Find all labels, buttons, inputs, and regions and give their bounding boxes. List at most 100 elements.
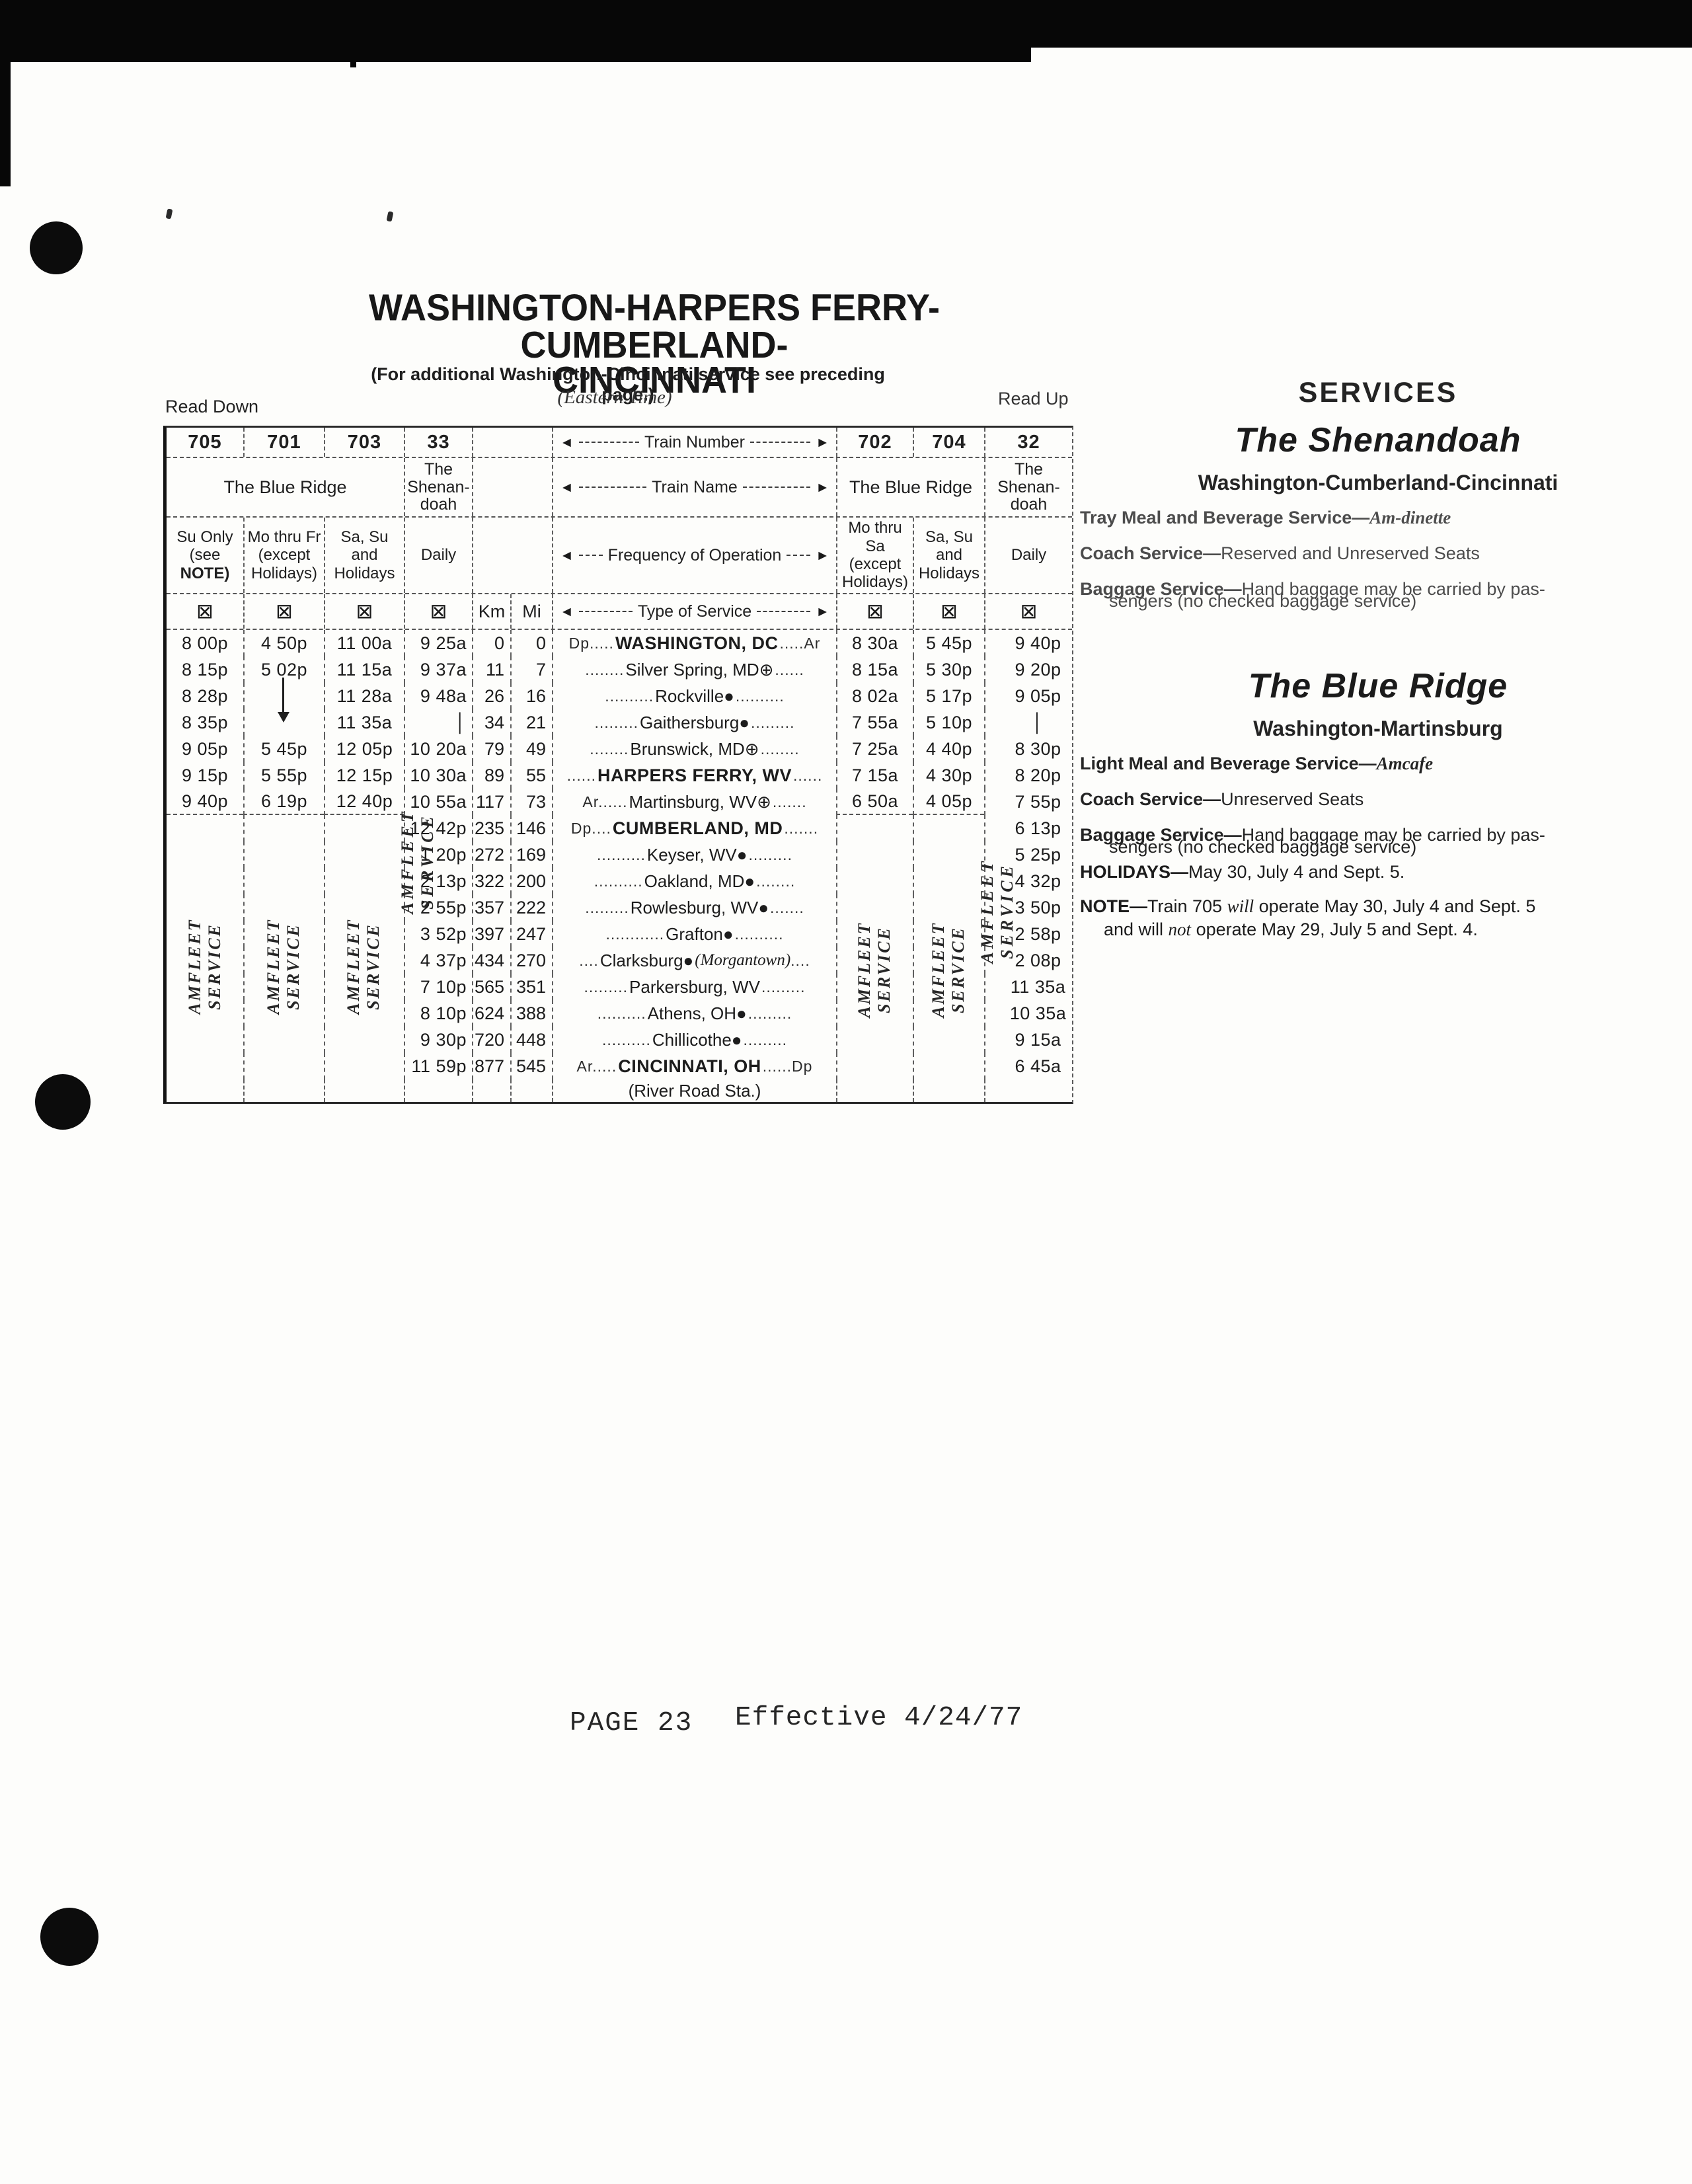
time-703 <box>324 921 404 947</box>
holidays-line: HOLIDAYS—May 30, July 4 and Sept. 5. <box>1080 862 1404 882</box>
station-leader-left: .......... <box>597 1004 646 1022</box>
tray-meal-line: Tray Meal and Beverage Service—Am-dinett… <box>1080 506 1672 529</box>
station-leader-left: ......... <box>585 898 629 916</box>
km-value: 0 <box>472 630 510 656</box>
time-705 <box>167 1053 243 1079</box>
coach-service-line: Coach Service—Reserved and Unreserved Se… <box>1080 542 1672 565</box>
station-leader-left: .......... <box>597 845 646 863</box>
time-33: 4 37p <box>404 947 472 974</box>
time-703 <box>324 868 404 894</box>
mi-value: 146 <box>510 815 552 841</box>
mi-value: 16 <box>510 683 552 709</box>
scan-edge-strip <box>0 48 11 186</box>
time-705 <box>167 1079 243 1102</box>
time-705: 9 15p <box>181 765 229 785</box>
station-cell: .... Clarksburg● (Morgantown).... <box>552 947 836 974</box>
shenandoah-title: The Shenandoah <box>1235 421 1521 459</box>
station-leader-right: .....Ar <box>779 634 821 652</box>
train-number-701: 701 <box>243 428 324 457</box>
frequency-704: Sa, Su and Holidays <box>913 518 984 593</box>
time-701 <box>243 841 324 868</box>
mi-value: 7 <box>510 656 552 683</box>
station-leader-left: .......... <box>594 872 643 890</box>
station-leader-right: ....... <box>770 898 804 916</box>
left-arrow-icon: ◄ <box>560 604 574 619</box>
time-702 <box>836 841 913 868</box>
time-701 <box>243 709 324 736</box>
read-up-label: Read Up <box>998 389 1069 409</box>
time-701: 5 45p <box>243 736 324 762</box>
time-705 <box>167 921 243 947</box>
train-name-blue-ridge-left: The Blue Ridge <box>223 477 347 497</box>
coach-service-value: Unreserved Seats <box>1221 789 1364 810</box>
time-701: 5 02p <box>243 656 324 683</box>
time-702: 6 50a <box>836 789 913 815</box>
table-row: 9 05p 5 45p 12 05p 10 20a 79 49 ........… <box>167 736 1072 762</box>
km-value: 272 <box>472 841 510 868</box>
time-703: 11 35a <box>324 709 404 736</box>
station-name: Brunswick, MD⊕ <box>630 738 759 759</box>
baggage-service-value: Hand baggage may be carried by pas- <box>1241 579 1545 600</box>
time-703 <box>324 974 404 1000</box>
time-701 <box>243 815 324 841</box>
baggage-service-value2: sengers (no checked baggage service) <box>1109 591 1417 611</box>
time-702 <box>836 1000 913 1027</box>
time-705 <box>167 947 243 974</box>
time-705 <box>167 815 243 841</box>
frequency-703: Sa, Su and Holidays <box>324 518 404 593</box>
mi-value: 21 <box>510 709 552 736</box>
punch-hole <box>35 1074 91 1130</box>
station-leader-right: .......... <box>735 687 785 705</box>
time-32: 7 55p <box>984 789 1072 815</box>
time-32: │ <box>984 709 1072 736</box>
table-row: 9 15p 5 55p 12 15p 10 30a 89 55 ...... HA… <box>167 762 1072 789</box>
service-symbol-704: ⊠ <box>913 594 984 629</box>
time-32: 8 20p <box>984 762 1072 789</box>
station-cell: Dp.... CUMBERLAND, MD....... <box>552 815 836 841</box>
time-704 <box>913 974 984 1000</box>
mi-value: 448 <box>510 1027 552 1053</box>
table-row: 11 59p 877 545 Ar..... CINCINNATI, OH....… <box>167 1053 1072 1079</box>
mi-header: Mi <box>510 594 552 629</box>
table-row: 12 42p 235 146 Dp.... CUMBERLAND, MD.....… <box>167 815 1072 841</box>
page-title-line2: CINCINNATI <box>553 359 756 401</box>
left-arrow-icon: ◄ <box>560 547 574 563</box>
timetable: 705 701 703 33 ◄ Train Number ► 702 70 4 … <box>163 426 1073 1104</box>
time-704: 4 30p <box>913 762 984 789</box>
time-33: 7 10p <box>404 974 472 1000</box>
time-32: 5 25p <box>984 841 1072 868</box>
time-704 <box>913 868 984 894</box>
time-704 <box>913 1053 984 1079</box>
header-frequency: Su Only (see NOTE) Mo thru Fr (except Ho… <box>167 518 1072 594</box>
spacer-cell <box>472 458 552 516</box>
mi-value: 247 <box>510 921 552 947</box>
time-32: 2 58p <box>984 921 1072 947</box>
time-703: 11 28a <box>324 683 404 709</box>
km-value: 397 <box>472 921 510 947</box>
time-703: 11 15a <box>324 656 404 683</box>
time-702: 8 15a <box>836 656 913 683</box>
baggage-service-line: Baggage Service—Hand baggage may be carr… <box>1080 824 1672 858</box>
station-leader-left: Ar..... <box>576 1057 617 1075</box>
frequency-arrow: ◄ Frequency of Operation ► <box>552 518 836 593</box>
time-32: 8 30p <box>984 736 1072 762</box>
service-symbol-701: ⊠ <box>243 594 324 629</box>
coach-service-value: Reserved and Unreserved Seats <box>1221 543 1480 564</box>
station-leader-right: ......... <box>761 978 806 995</box>
time-705: 8 15p <box>181 659 229 680</box>
station-cell: ...... HARPERS FERRY, WV...... <box>552 762 836 789</box>
page-title: WASHINGTON-HARPERS FERRY-CUMBERLAND- CIN… <box>284 289 1024 401</box>
train-name-label: Train Name <box>652 477 738 496</box>
station-leader-left: Dp.... <box>570 819 611 837</box>
station-cell: ........ Brunswick, MD⊕........ <box>552 736 836 762</box>
train-number-702: 702 <box>836 428 913 457</box>
station-cell: Ar...... Martinsburg, WV⊕....... <box>552 789 836 815</box>
right-arrow-icon: ► <box>816 434 829 450</box>
mi-value: 270 <box>510 947 552 974</box>
time-704 <box>913 894 984 921</box>
time-32: 9 20p <box>984 656 1072 683</box>
station-cell: ............ Grafton●.......... <box>552 921 836 947</box>
table-row: 8 00p 4 50p 11 00a 9 25a 0 0 Dp..... WASH… <box>167 630 1072 656</box>
time-701 <box>243 974 324 1000</box>
table-row: 7 10p 565 351 ......... Parkersburg, WV..… <box>167 974 1072 1000</box>
